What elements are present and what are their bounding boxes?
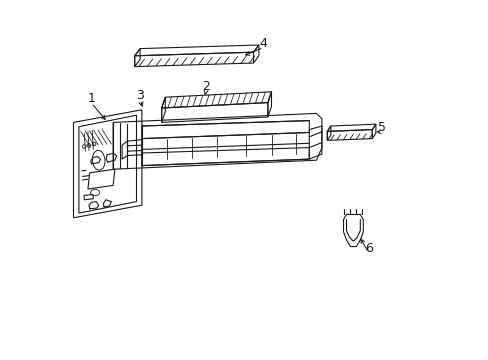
Text: 1: 1 (87, 92, 95, 105)
Text: 3: 3 (136, 89, 144, 102)
Text: 5: 5 (377, 121, 385, 134)
Text: 4: 4 (259, 37, 267, 50)
Text: 2: 2 (202, 80, 209, 93)
Text: 6: 6 (364, 242, 372, 255)
